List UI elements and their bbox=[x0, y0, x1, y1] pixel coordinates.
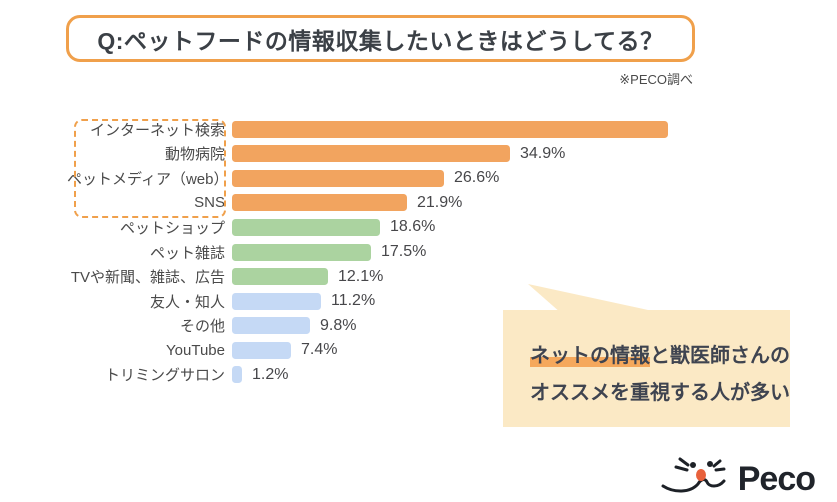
callout-bubble: ネットの情報と獣医師さんの オススメを重視する人が多い bbox=[503, 310, 790, 427]
bar-orange bbox=[232, 145, 510, 163]
category-label: 動物病院 bbox=[164, 146, 225, 164]
value-label: 11.2% bbox=[331, 292, 376, 310]
category-label: ペットショップ bbox=[119, 219, 225, 237]
chart-row: SNS 21.9% bbox=[67, 191, 707, 216]
callout-line-2: オススメを重視する人が多い bbox=[530, 382, 790, 404]
bar-blue bbox=[232, 317, 310, 335]
chart-row: TVや新聞、雑誌、広告 12.1% bbox=[67, 264, 707, 289]
top-sources-dashed-outline bbox=[74, 119, 226, 218]
category-label: その他 bbox=[179, 318, 225, 336]
bar-orange bbox=[232, 169, 444, 187]
value-label: 1.2% bbox=[252, 365, 289, 383]
chart-row: 友人・知人 11.2% bbox=[67, 289, 707, 314]
category-label: 友人・知人 bbox=[149, 293, 225, 311]
bar-orange bbox=[232, 194, 407, 212]
source-note: ※PECO調べ bbox=[619, 72, 693, 87]
callout-tail bbox=[528, 284, 648, 313]
peco-logo-text: Peco bbox=[737, 460, 816, 498]
value-label: 18.6% bbox=[390, 218, 436, 236]
chart-row: 動物病院 34.9% bbox=[67, 142, 707, 167]
bar-orange bbox=[232, 120, 668, 138]
bar-blue bbox=[232, 341, 291, 359]
category-label: トリミングサロン bbox=[104, 367, 225, 385]
chart-row: インターネット検索 bbox=[67, 117, 707, 142]
bar-green bbox=[232, 243, 371, 261]
category-label: TVや新聞、雑誌、広告 bbox=[70, 269, 225, 287]
value-label: 7.4% bbox=[301, 341, 338, 359]
category-label: ペットメディア（web） bbox=[67, 170, 229, 188]
chart-row: ペット雑誌 17.5% bbox=[67, 240, 707, 265]
category-label: ペット雑誌 bbox=[149, 244, 225, 262]
chart-row: トリミングサロン 1.2% bbox=[67, 362, 707, 387]
chart-row: YouTube 7.4% bbox=[67, 338, 707, 363]
value-label: 12.1% bbox=[338, 267, 384, 285]
category-label: SNS bbox=[194, 194, 225, 212]
bar-blue bbox=[232, 292, 321, 310]
bar-green bbox=[232, 218, 380, 236]
value-label: 26.6% bbox=[454, 169, 500, 187]
question-title: Q:ペットフードの情報収集したいときはどうしてる？ bbox=[97, 27, 664, 54]
bar-chart: インターネット検索動物病院 34.9% ペットメディア（web） 26.6% SNS 21… bbox=[67, 117, 707, 387]
chart-row: その他 9.8% bbox=[67, 313, 707, 338]
bar-green bbox=[232, 268, 328, 286]
value-label: 34.9% bbox=[520, 144, 566, 162]
question-title-box: Q:ペットフードの情報収集したいときはどうしてる？ bbox=[66, 15, 695, 62]
callout-line-1: ネットの情報と獣医師さんの bbox=[530, 338, 790, 375]
category-label: インターネット検索 bbox=[89, 121, 225, 139]
callout-highlighted-text: ネットの情報 bbox=[530, 345, 650, 367]
chart-row: ペットショップ 18.6% bbox=[67, 215, 707, 240]
peco-logo: Peco bbox=[660, 452, 816, 498]
peco-mascot-icon bbox=[661, 457, 726, 493]
value-label: 9.8% bbox=[320, 316, 357, 334]
bar-blue bbox=[232, 366, 242, 384]
category-label: YouTube bbox=[166, 341, 225, 359]
value-label: 17.5% bbox=[381, 243, 427, 260]
callout-line-1-rest: と獣医師さんの bbox=[650, 345, 790, 367]
value-label: 21.9% bbox=[417, 193, 463, 211]
chart-row: ペットメディア（web） 26.6% bbox=[67, 166, 707, 191]
